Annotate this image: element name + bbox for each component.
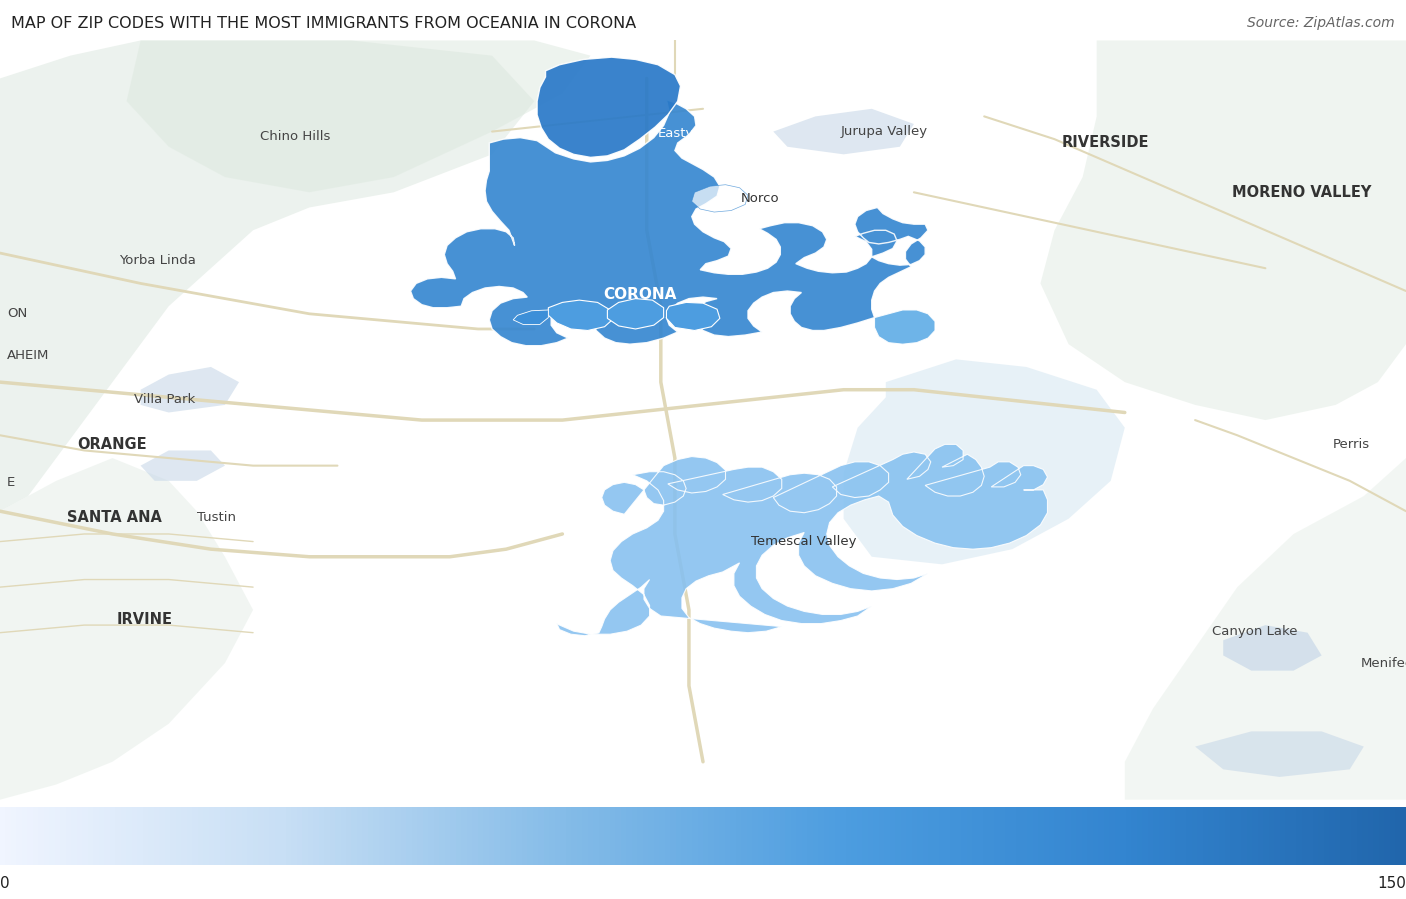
Polygon shape bbox=[537, 58, 681, 157]
Text: Perris: Perris bbox=[1333, 438, 1369, 451]
Text: Eastvale: Eastvale bbox=[658, 127, 714, 139]
Text: Canyon Lake: Canyon Lake bbox=[1212, 625, 1298, 637]
Text: RIVERSIDE: RIVERSIDE bbox=[1062, 136, 1149, 150]
Text: AHEIM: AHEIM bbox=[7, 349, 49, 362]
Polygon shape bbox=[557, 444, 1047, 636]
Text: Tustin: Tustin bbox=[197, 511, 236, 524]
Text: IRVINE: IRVINE bbox=[117, 611, 173, 627]
Polygon shape bbox=[875, 310, 935, 344]
Polygon shape bbox=[666, 302, 720, 331]
Text: 0: 0 bbox=[0, 876, 10, 891]
Polygon shape bbox=[1195, 732, 1364, 777]
Text: Yorba Linda: Yorba Linda bbox=[120, 254, 197, 267]
Polygon shape bbox=[1223, 625, 1322, 671]
Text: CORONA: CORONA bbox=[603, 288, 676, 302]
Polygon shape bbox=[127, 40, 591, 192]
Polygon shape bbox=[607, 298, 664, 329]
Text: 150: 150 bbox=[1376, 876, 1406, 891]
Polygon shape bbox=[1040, 40, 1406, 420]
Text: Source: ZipAtlas.com: Source: ZipAtlas.com bbox=[1247, 16, 1395, 31]
Polygon shape bbox=[548, 300, 613, 331]
Polygon shape bbox=[0, 40, 534, 512]
Polygon shape bbox=[513, 310, 548, 325]
Polygon shape bbox=[141, 367, 239, 413]
Text: Menifee: Menifee bbox=[1361, 656, 1406, 670]
Text: E: E bbox=[7, 476, 15, 489]
Polygon shape bbox=[141, 450, 225, 481]
Polygon shape bbox=[692, 184, 748, 212]
Polygon shape bbox=[0, 458, 253, 800]
Text: SANTA ANA: SANTA ANA bbox=[67, 510, 162, 525]
Text: MORENO VALLEY: MORENO VALLEY bbox=[1232, 185, 1371, 200]
Polygon shape bbox=[844, 360, 1125, 565]
Text: ORANGE: ORANGE bbox=[77, 437, 148, 452]
Text: Chino Hills: Chino Hills bbox=[260, 130, 330, 143]
Text: MAP OF ZIP CODES WITH THE MOST IMMIGRANTS FROM OCEANIA IN CORONA: MAP OF ZIP CODES WITH THE MOST IMMIGRANT… bbox=[11, 16, 637, 31]
Polygon shape bbox=[411, 100, 928, 346]
Text: Villa Park: Villa Park bbox=[134, 393, 195, 406]
Polygon shape bbox=[1125, 458, 1406, 800]
Text: Norco: Norco bbox=[741, 191, 779, 205]
Text: Jurupa Valley: Jurupa Valley bbox=[841, 125, 928, 138]
Polygon shape bbox=[773, 109, 914, 155]
Text: Temescal Valley: Temescal Valley bbox=[751, 535, 858, 548]
Text: ON: ON bbox=[7, 307, 27, 320]
